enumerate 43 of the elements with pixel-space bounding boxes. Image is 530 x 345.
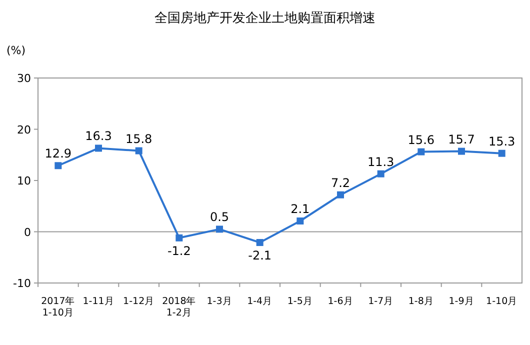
chart-title: 全国房地产开发企业土地购置面积增速	[154, 10, 376, 26]
data-label: 15.8	[125, 132, 152, 146]
x-tick-label: 1-6月	[328, 296, 354, 307]
x-tick-label: 1-8月	[408, 296, 434, 307]
x-tick-label: 1-10月	[486, 296, 518, 307]
x-tick-label: 1-7月	[368, 296, 394, 307]
x-tick-label: 2018年 1-2月	[162, 295, 196, 318]
point	[256, 239, 264, 246]
y-tick-label: 10	[17, 174, 31, 188]
point	[337, 191, 344, 198]
x-tick-label: 1-4月	[247, 296, 273, 307]
data-label: -1.2	[167, 244, 191, 258]
point	[95, 144, 102, 152]
data-label: 11.3	[367, 154, 394, 169]
y-tick-label: -10	[13, 277, 31, 290]
point	[216, 226, 223, 233]
y-tick-label: 30	[17, 72, 31, 85]
point	[135, 147, 142, 154]
x-tick-label: 1-9月	[448, 296, 474, 307]
data-label: -2.1	[248, 248, 272, 263]
data-label: 16.3	[85, 129, 112, 144]
data-label: 12.9	[44, 146, 72, 161]
x-tick-label: 2017年 1-10月	[41, 295, 76, 318]
point	[176, 234, 183, 242]
data-label: 15.6	[408, 132, 435, 147]
data-label: 0.5	[210, 210, 230, 224]
data-label: 15.3	[488, 134, 516, 148]
point	[377, 170, 384, 178]
y-tick-label: 20	[17, 123, 31, 136]
point	[418, 148, 425, 156]
x-tick-label: 1-3月	[206, 296, 232, 307]
y-axis-title: (%)	[6, 44, 26, 57]
point	[296, 217, 304, 224]
x-tick-label: 1-5月	[287, 296, 313, 307]
point	[498, 150, 506, 157]
data-label: 2.1	[290, 202, 310, 216]
x-tick-label: 1-11月	[82, 296, 114, 307]
data-label: 7.2	[330, 176, 350, 190]
data-label: 15.7	[448, 132, 475, 146]
x-tick-label: 1-12月	[123, 296, 155, 307]
y-tick-label: 0	[24, 226, 31, 239]
point	[54, 162, 62, 170]
point	[458, 148, 465, 155]
